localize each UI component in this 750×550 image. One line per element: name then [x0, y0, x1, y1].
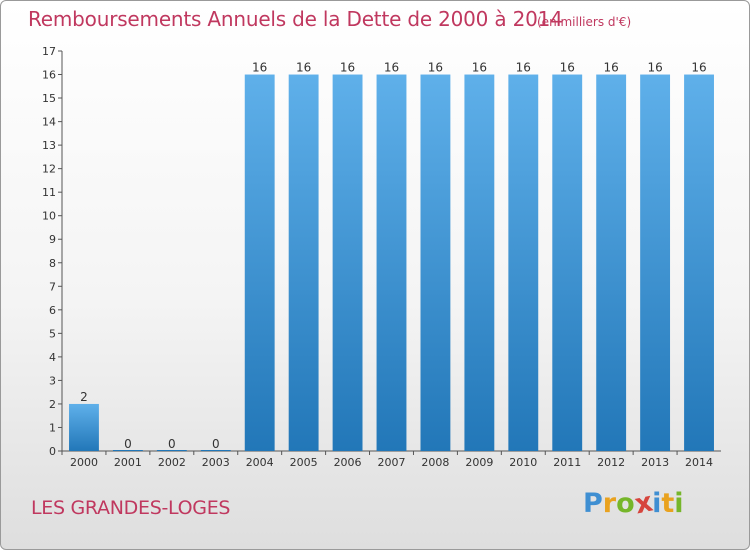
y-tick-label: 17	[42, 45, 56, 58]
value-label-2013: 16	[647, 61, 662, 75]
value-label-2003: 0	[212, 437, 220, 451]
bar-2003	[200, 450, 231, 451]
logo-letter: i	[674, 488, 684, 519]
bar-2005	[288, 74, 319, 451]
y-tick-label: 15	[42, 92, 56, 105]
value-labels: 2 0 0 0 16 16 16 16 16 16 16 16 16 16 16	[80, 61, 707, 451]
y-tick-label: 13	[42, 139, 56, 152]
bar-2011	[552, 74, 583, 451]
x-tick-label: 2009	[465, 456, 493, 469]
y-tick-label: 9	[49, 233, 56, 246]
value-label-2010: 16	[516, 61, 531, 75]
x-tick-label: 2012	[597, 456, 625, 469]
value-label-2006: 16	[340, 61, 355, 75]
x-tick-label: 2014	[685, 456, 713, 469]
bar-2014	[684, 74, 714, 451]
bar-2007	[376, 74, 407, 451]
y-tick-label: 4	[49, 351, 56, 364]
y-tick-label: 8	[49, 257, 56, 270]
logo-letter: t	[661, 488, 675, 519]
bars	[69, 74, 714, 451]
value-label-2011: 16	[560, 61, 575, 75]
x-tick-label: 2003	[202, 456, 230, 469]
y-tick-label: 16	[42, 69, 56, 82]
x-tick-label: 2010	[509, 456, 537, 469]
y-tick-label: 10	[42, 210, 56, 223]
bar-2012	[596, 74, 627, 451]
x-tick-label: 2001	[114, 456, 142, 469]
x-tick-label: 2008	[421, 456, 449, 469]
value-label-2014: 16	[691, 61, 706, 75]
x-axis: 2000 2001 2002 2003 2004 2005 2006 2007 2008 2009…	[61, 450, 721, 469]
value-label-2004: 16	[252, 61, 267, 75]
value-label-2001: 0	[124, 437, 132, 451]
x-tick-label: 2000	[70, 456, 98, 469]
proxiti-logo: Proxiti	[583, 487, 684, 521]
x-tick-label: 2013	[641, 456, 669, 469]
value-label-2000: 2	[80, 390, 88, 404]
x-tick-label: 2006	[334, 456, 362, 469]
y-tick-label: 5	[49, 327, 56, 340]
y-tick-label: 1	[49, 421, 56, 434]
bar-2000	[69, 403, 99, 451]
x-tick-label: 2002	[158, 456, 186, 469]
bar-2002	[156, 450, 187, 451]
value-label-2005: 16	[296, 61, 311, 75]
y-tick-label: 0	[49, 445, 56, 458]
y-tick-label: 11	[42, 186, 56, 199]
x-tick-label: 2004	[246, 456, 274, 469]
bar-2010	[508, 74, 539, 451]
y-tick-label: 3	[49, 374, 56, 387]
logo-letter: o	[616, 488, 635, 519]
value-label-2008: 16	[428, 61, 443, 75]
location-label: LES GRANDES-LOGES	[31, 497, 231, 519]
value-label-2012: 16	[604, 61, 619, 75]
bar-2006	[332, 74, 363, 451]
y-tick-label: 14	[42, 116, 56, 129]
y-tick-label: 2	[49, 398, 56, 411]
value-label-2009: 16	[472, 61, 487, 75]
bar-2001	[112, 450, 143, 451]
bar-2008	[420, 74, 451, 451]
value-label-2007: 16	[384, 61, 399, 75]
logo-letter: i	[652, 488, 662, 519]
bar-2009	[464, 74, 495, 451]
y-tick-label: 6	[49, 304, 56, 317]
bar-2013	[640, 74, 671, 451]
x-tick-label: 2011	[553, 456, 581, 469]
chart-subtitle: (en milliers d'€)	[537, 15, 632, 29]
logo-letter: P	[583, 488, 603, 519]
y-tick-label: 7	[49, 280, 56, 293]
y-tick-label: 12	[42, 163, 56, 176]
x-tick-label: 2007	[378, 456, 406, 469]
x-tick-label: 2005	[290, 456, 318, 469]
logo-letter: r	[602, 488, 617, 519]
value-label-2002: 0	[168, 437, 176, 451]
bar-2004	[244, 74, 275, 451]
chart-title: Remboursements Annuels de la Dette de 20…	[28, 7, 563, 31]
